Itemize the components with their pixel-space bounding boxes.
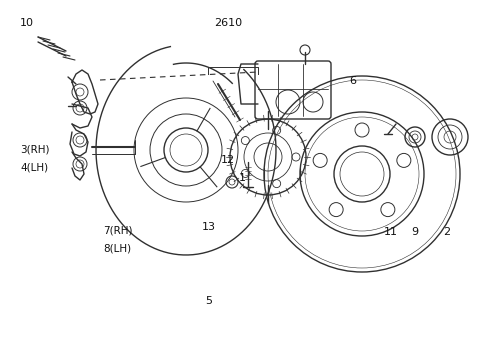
Text: 8(LH): 8(LH) [104,243,132,253]
Text: 11: 11 [384,227,398,237]
Text: 12: 12 [221,155,235,165]
Text: 1: 1 [239,173,246,183]
Text: 5: 5 [205,296,212,306]
Text: 6: 6 [349,76,356,86]
Text: 10: 10 [19,18,34,28]
Text: 13: 13 [202,222,216,232]
Text: 2610: 2610 [214,18,242,28]
Text: 3(RH): 3(RH) [20,145,49,155]
Text: 2: 2 [443,227,450,237]
Text: 9: 9 [412,227,419,237]
Text: 4(LH): 4(LH) [21,162,48,172]
Text: 7(RH): 7(RH) [103,226,132,235]
